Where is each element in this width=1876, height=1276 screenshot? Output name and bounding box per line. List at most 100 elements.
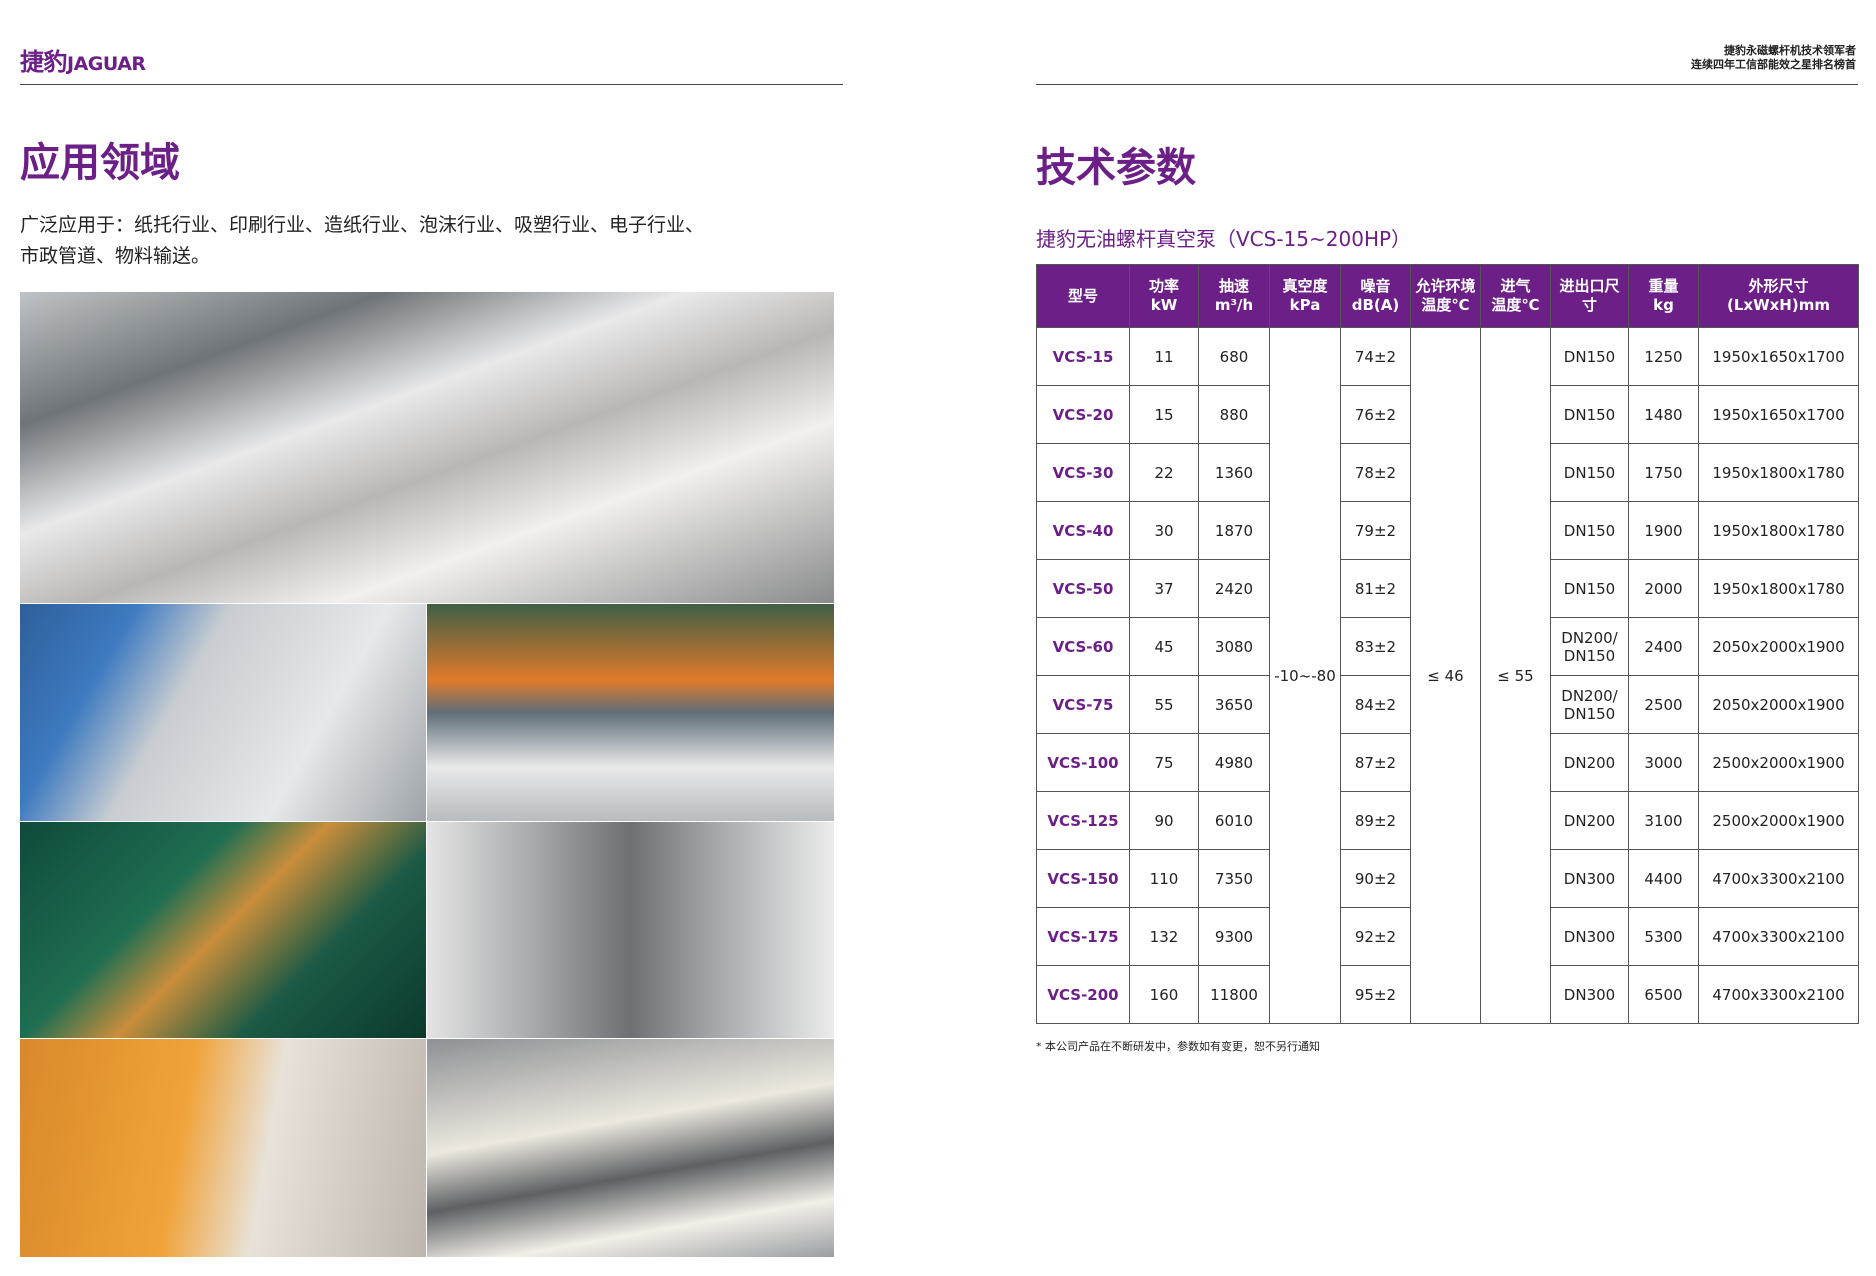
- description-line: 市政管道、物料输送。: [20, 245, 211, 267]
- data-row: VCS-100 75 4980 87±2 DN200 3000 2500x2000x1900: [1036, 733, 1859, 792]
- power-cell: 22: [1129, 443, 1199, 502]
- header-row: 型号 功率 kW 抽速 m³/h 真空度 kPa 噪音 dB(A) 允许环境 温度℃ 进气 温度℃ 进出口…: [1036, 264, 1859, 328]
- power-cell: 132: [1129, 907, 1199, 966]
- speed-cell: 2420: [1198, 559, 1270, 618]
- power-cell: 15: [1129, 385, 1199, 444]
- port-cell: DN300: [1550, 849, 1629, 908]
- speed-cell: 880: [1198, 385, 1270, 444]
- cell-line: 功率: [1148, 277, 1179, 295]
- port-cell: DN200/DN150: [1550, 617, 1629, 676]
- cell-line: DN200/: [1561, 686, 1618, 705]
- size-cell: 4700x3300x2100: [1698, 849, 1859, 908]
- photo-warehouse: [427, 604, 834, 821]
- logo-en: JAGUAR: [67, 53, 146, 75]
- model-cell: VCS-200: [1036, 965, 1130, 1024]
- model-cell: VCS-75: [1036, 675, 1130, 734]
- port-cell: DN150: [1550, 385, 1629, 444]
- speed-cell: 1360: [1198, 443, 1270, 502]
- noise-cell: 74±2: [1340, 327, 1411, 386]
- description-line: 广泛应用于：纸托行业、印刷行业、造纸行业、泡沫行业、吸塑行业、电子行业、: [20, 214, 705, 236]
- rule: [20, 84, 843, 85]
- model-cell: VCS-150: [1036, 849, 1130, 908]
- power-cell: 30: [1129, 501, 1199, 560]
- weight-cell: 1480: [1628, 385, 1699, 444]
- cell-line: 进气: [1500, 277, 1531, 295]
- cell-line: 抽速: [1218, 277, 1249, 295]
- cell-line: kg: [1653, 296, 1674, 314]
- weight-cell: 2000: [1628, 559, 1699, 618]
- data-row: VCS-75 55 3650 84±2 DN200/DN150 2500 2050x2000…: [1036, 675, 1859, 734]
- photo-pipes: [20, 604, 426, 821]
- speed-cell: 3650: [1198, 675, 1270, 734]
- port-cell: DN200: [1550, 733, 1629, 792]
- noise-cell: 90±2: [1340, 849, 1411, 908]
- footnote: * 本公司产品在不断研发中，参数如有变更，恕不另行通知: [1036, 1040, 1320, 1053]
- cell-line: 温度℃: [1421, 296, 1470, 314]
- model-cell: VCS-20: [1036, 385, 1130, 444]
- cell-line: 进出口尺: [1559, 277, 1620, 295]
- power-cell: 45: [1129, 617, 1199, 676]
- vacuum-cell: -10~-80: [1269, 327, 1341, 1024]
- weight-cell: 5300: [1628, 907, 1699, 966]
- header-cell: 噪音 dB(A): [1340, 264, 1411, 328]
- cell-line: kPa: [1289, 296, 1321, 314]
- data-row: VCS-125 90 6010 89±2 DN200 3100 2500x2000x1900: [1036, 791, 1859, 850]
- noise-cell: 84±2: [1340, 675, 1411, 734]
- data-row: VCS-15 11 680 -10~-80 74±2 ≤ 46 ≤ 55 DN150 1250 1…: [1036, 327, 1859, 1024]
- section-title: 技术参数: [1036, 145, 1196, 191]
- header-cell: 进出口尺寸: [1550, 264, 1629, 328]
- header-cell: 功率 kW: [1129, 264, 1199, 328]
- power-cell: 11: [1129, 327, 1199, 386]
- model-cell: VCS-15: [1036, 327, 1130, 386]
- noise-cell: 87±2: [1340, 733, 1411, 792]
- cell-line: DN300: [1563, 869, 1616, 888]
- port-cell: DN300: [1550, 965, 1629, 1024]
- cell-line: DN150: [1563, 347, 1616, 366]
- header-cell: 型号: [1036, 264, 1130, 328]
- noise-cell: 83±2: [1340, 617, 1411, 676]
- noise-cell: 79±2: [1340, 501, 1411, 560]
- port-cell: DN200/DN150: [1550, 675, 1629, 734]
- model-cell: VCS-50: [1036, 559, 1130, 618]
- data-row: VCS-60 45 3080 83±2 DN200/DN150 2400 2050x2000…: [1036, 617, 1859, 676]
- cell-line: DN300: [1563, 927, 1616, 946]
- cell-line: DN200/: [1561, 628, 1618, 647]
- port-cell: DN150: [1550, 559, 1629, 618]
- cell-line: DN150: [1563, 704, 1616, 723]
- weight-cell: 1900: [1628, 501, 1699, 560]
- logo: 捷豹JAGUAR: [20, 42, 146, 77]
- cell-line: 真空度: [1282, 277, 1328, 295]
- size-cell: 1950x1800x1780: [1698, 559, 1859, 618]
- photo-paper-rolls: [427, 822, 834, 1038]
- data-row: VCS-20 15 880 76±2 DN150 1480 1950x1650x1700: [1036, 385, 1859, 444]
- size-cell: 1950x1800x1780: [1698, 501, 1859, 560]
- model-cell: VCS-60: [1036, 617, 1130, 676]
- weight-cell: 3100: [1628, 791, 1699, 850]
- size-cell: 4700x3300x2100: [1698, 965, 1859, 1024]
- tagline-line: 连续四年工信部能效之星排名榜首: [1691, 58, 1856, 71]
- cell-line: 重量: [1648, 277, 1679, 295]
- power-cell: 55: [1129, 675, 1199, 734]
- size-cell: 2500x2000x1900: [1698, 791, 1859, 850]
- tagline: 捷豹永磁螺杆机技术领军者 连续四年工信部能效之星排名榜首: [1691, 44, 1856, 72]
- size-cell: 2500x2000x1900: [1698, 733, 1859, 792]
- cell-line: DN150: [1563, 521, 1616, 540]
- port-cell: DN150: [1550, 443, 1629, 502]
- rule: [1036, 84, 1858, 85]
- noise-cell: 76±2: [1340, 385, 1411, 444]
- cell-line: 噪音: [1360, 277, 1391, 295]
- cell-line: DN150: [1563, 579, 1616, 598]
- noise-cell: 81±2: [1340, 559, 1411, 618]
- speed-cell: 6010: [1198, 791, 1270, 850]
- header-cell: 抽速 m³/h: [1198, 264, 1270, 328]
- data-row: VCS-200 160 11800 95±2 DN300 6500 4700x3300x21…: [1036, 965, 1859, 1024]
- cell-line: 温度℃: [1491, 296, 1540, 314]
- ambient-cell: ≤ 46: [1410, 327, 1481, 1024]
- cell-line: (LxWxH)mm: [1727, 296, 1830, 314]
- weight-cell: 2400: [1628, 617, 1699, 676]
- size-cell: 1950x1650x1700: [1698, 327, 1859, 386]
- section-title: 应用领域: [20, 140, 180, 186]
- weight-cell: 6500: [1628, 965, 1699, 1024]
- port-cell: DN300: [1550, 907, 1629, 966]
- tagline-line: 捷豹永磁螺杆机技术领军者: [1724, 44, 1856, 57]
